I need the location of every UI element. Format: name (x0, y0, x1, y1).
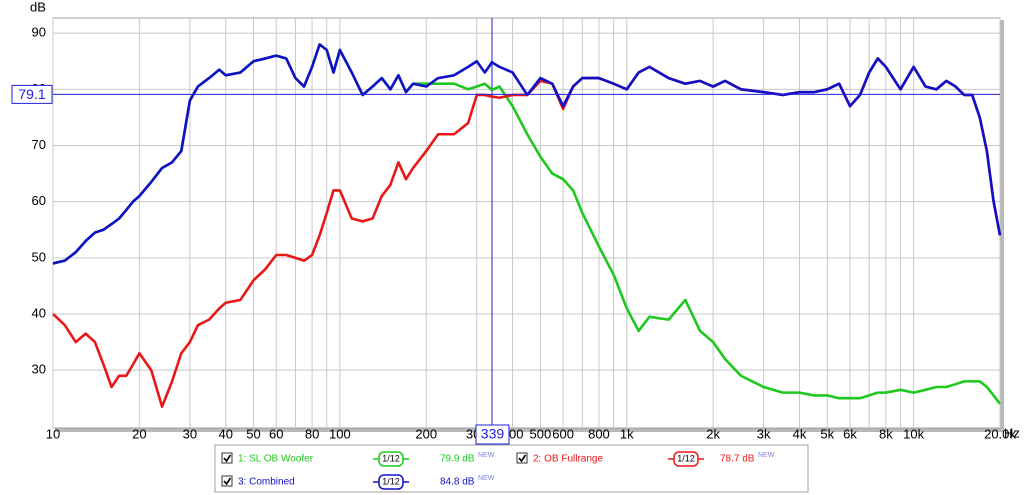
legend-checkbox[interactable] (516, 452, 528, 464)
legend-checkbox[interactable] (221, 452, 233, 464)
y-axis-label: dB (30, 0, 46, 14)
x-tick-label: 20.0k (984, 426, 1016, 441)
legend-label: 2: OB Fullrange (533, 454, 603, 465)
x-tick-label: 6k (843, 426, 857, 441)
legend-checkbox[interactable] (221, 475, 233, 487)
x-tick-label: 60 (269, 426, 283, 441)
legend-label: 1: SL OB Woofer (238, 454, 314, 465)
cursor-x-box (475, 424, 510, 445)
smoothing-icon[interactable] (378, 474, 404, 490)
y-tick-label: 30 (32, 362, 46, 377)
smoothing-label: 1/12 (382, 476, 400, 486)
cursor-point (490, 88, 494, 92)
x-tick-label: 600 (552, 426, 574, 441)
x-tick-label: 100 (329, 426, 351, 441)
x-tick-label: 500 (530, 426, 552, 441)
legend-tag: NEW (478, 475, 495, 482)
y-tick-label: 90 (32, 25, 46, 40)
legend-label: 3: Combined (238, 477, 295, 488)
legend-value: 84.8 dB (440, 477, 475, 488)
smoothing-icon[interactable] (673, 451, 699, 467)
smoothing-label: 1/12 (382, 453, 400, 463)
legend-box (214, 444, 809, 493)
cursor-y-box (11, 84, 53, 104)
x-tick-label: 10k (903, 426, 924, 441)
x-tick-label: 3k (757, 426, 771, 441)
smoothing-icon[interactable] (378, 451, 404, 467)
y-tick-label: 40 (32, 305, 46, 320)
series-line (52, 43, 1002, 265)
plot-area (52, 17, 1001, 429)
cursor-x-label: 339 (481, 426, 505, 442)
legend-value: 78.7 dB (720, 454, 755, 465)
x-tick-label: 10 (46, 426, 60, 441)
x-tick-label: 20 (132, 426, 146, 441)
cursor-y-label: 79.1 (18, 86, 45, 102)
checkmark (223, 454, 232, 463)
x-tick-label: 50 (246, 426, 260, 441)
x-tick-label: 4k (793, 426, 807, 441)
x-tick-label: 1k (620, 426, 634, 441)
cursor-point (490, 60, 494, 64)
cursor-point (490, 95, 494, 99)
x-tick-label: 800 (588, 426, 610, 441)
legend-value: 79.9 dB (440, 454, 475, 465)
y-tick-label: 60 (32, 193, 46, 208)
checkmark (518, 454, 527, 463)
x-axis-label: Hz (1004, 425, 1020, 440)
legend-tag: NEW (478, 452, 495, 459)
legend-tag: NEW (758, 452, 775, 459)
x-tick-label: 5k (820, 426, 834, 441)
y-tick-label: 50 (32, 249, 46, 264)
x-tick-label: 8k (879, 426, 893, 441)
y-tick-label: 70 (32, 137, 46, 152)
x-tick-label: 80 (305, 426, 319, 441)
x-tick-label: 200 (415, 426, 437, 441)
x-tick-label: 40 (218, 426, 232, 441)
x-tick-label: 30 (183, 426, 197, 441)
smoothing-label: 1/12 (677, 453, 695, 463)
x-tick-label: 2k (706, 426, 720, 441)
checkmark (223, 477, 232, 486)
